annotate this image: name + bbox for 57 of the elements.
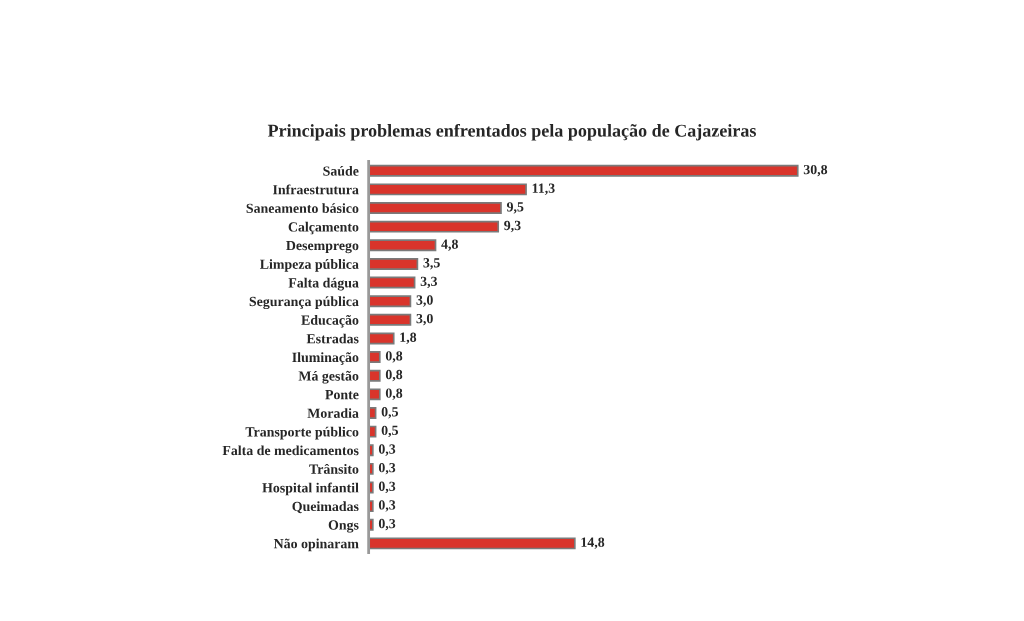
bar	[368, 183, 527, 196]
data-label: 0,8	[385, 369, 403, 382]
data-label: 9,3	[504, 220, 521, 233]
y-tick-label: Ponte	[325, 390, 359, 400]
bar	[368, 276, 416, 289]
data-label: 0,3	[378, 518, 396, 531]
y-tick-label: Não opinaram	[273, 538, 359, 552]
data-label: 0,3	[378, 500, 396, 512]
data-label: 0,3	[378, 444, 396, 456]
data-label: 0,3	[378, 462, 396, 475]
data-label: 0,5	[381, 425, 399, 438]
bar	[368, 351, 381, 364]
bar	[368, 220, 500, 233]
bar	[368, 332, 395, 345]
y-tick-label: Saúde	[323, 165, 359, 176]
y-tick-label: Infraestrutura	[272, 184, 359, 195]
data-label: 4,8	[441, 239, 458, 251]
y-tick-label: Moradia	[307, 408, 359, 418]
data-label: 9,5	[506, 202, 524, 214]
data-label: 30,8	[803, 164, 828, 177]
y-tick-label: Estradas	[306, 333, 359, 344]
y-tick-label: Educação	[301, 314, 359, 328]
bar	[368, 537, 576, 550]
y-tick-label: Hospital infantil	[262, 482, 359, 496]
bar	[368, 369, 381, 382]
y-tick-label: Queimadas	[292, 501, 359, 514]
y-tick-label: Calçamento	[288, 221, 359, 235]
y-tick-label: Desemprego	[286, 240, 359, 254]
data-label: 1,8	[400, 332, 417, 344]
data-label: 3,0	[416, 295, 433, 307]
y-tick-label: Iluminação	[292, 352, 359, 365]
y-tick-label: Falta dágua	[288, 277, 359, 291]
data-label: 0,3	[378, 481, 396, 493]
data-label: 0,5	[381, 407, 399, 419]
bar	[368, 295, 412, 308]
bar	[368, 202, 502, 214]
data-label: 0,8	[385, 351, 403, 363]
y-tick-label: Limpeza pública	[259, 259, 359, 272]
y-tick-label: Saneamento básico	[246, 203, 359, 213]
data-label: 14,8	[581, 537, 605, 549]
bar	[368, 164, 799, 177]
y-tick-label: Falta de medicamentos	[222, 445, 359, 456]
bar	[368, 313, 412, 326]
chart-title: Principais problemas enfrentados pela população de Cajazeiras	[267, 123, 756, 141]
bar	[368, 239, 437, 252]
y-tick-label: Má gestão	[298, 370, 359, 384]
y-tick-label: Transporte público	[245, 426, 359, 440]
y-tick-label: Ongs	[328, 520, 359, 533]
y-tick-label: Segurança pública	[249, 296, 359, 310]
data-label: 0,8	[385, 388, 403, 400]
data-label: 3,3	[420, 276, 438, 289]
data-label: 3,5	[423, 258, 440, 270]
data-label: 11,3	[532, 183, 555, 195]
bar	[368, 388, 381, 401]
y-tick-label: Trânsito	[309, 463, 359, 474]
data-label: 3,0	[416, 313, 433, 326]
bar	[368, 257, 419, 270]
